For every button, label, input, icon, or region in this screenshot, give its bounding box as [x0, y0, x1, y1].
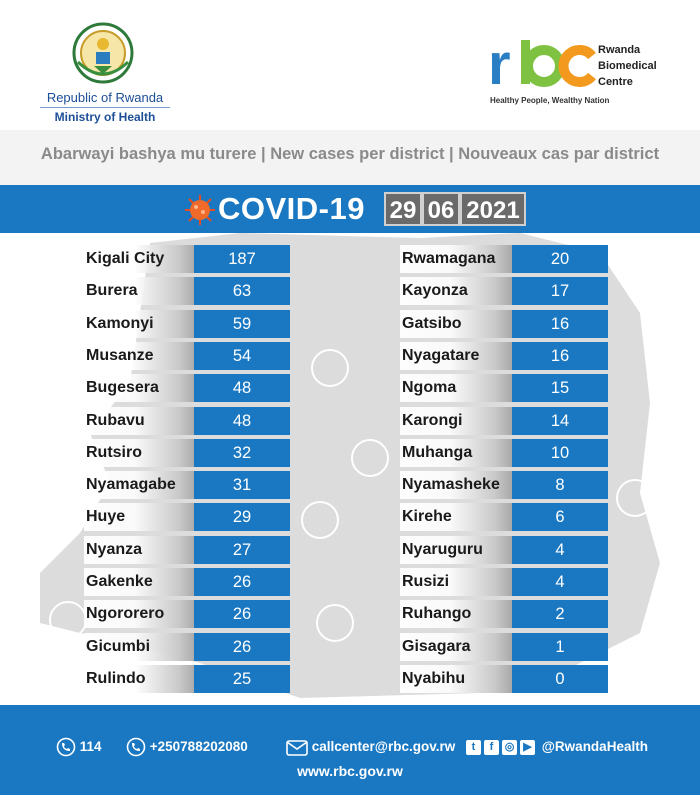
district-name: Ruhango [400, 600, 512, 629]
date-day: 29 [384, 192, 422, 226]
district-name: Nyamasheke [400, 471, 512, 500]
case-count: 16 [512, 309, 608, 338]
district-name: Burera [84, 277, 196, 306]
case-count: 31 [194, 471, 290, 500]
instagram-icon[interactable]: ◎ [502, 739, 517, 755]
district-name: Ngororero [84, 600, 196, 629]
email-link[interactable]: callcenter@rbc.gov.rw [286, 737, 455, 757]
district-name: Nyanza [84, 535, 196, 564]
district-name: Kirehe [400, 503, 512, 532]
district-name: Nyaruguru [400, 535, 512, 564]
header: Republic of Rwanda Ministry of Health r … [0, 0, 700, 130]
ministry-text: Ministry of Health [54, 110, 156, 124]
coat-of-arms-icon [72, 22, 134, 84]
facebook-icon[interactable]: f [484, 739, 499, 755]
case-count: 6 [512, 503, 608, 532]
case-count: 0 [512, 664, 608, 693]
district-name: Kayonza [400, 277, 512, 306]
district-name: Musanze [84, 341, 196, 370]
case-count: 16 [512, 341, 608, 370]
subtitle-band [0, 130, 700, 185]
case-count: 29 [194, 503, 290, 532]
case-count: 4 [512, 568, 608, 596]
district-name: Kamonyi [84, 309, 196, 338]
district-name: Kigali City [84, 245, 196, 273]
case-count: 63 [194, 277, 290, 306]
republic-text: Republic of Rwanda [40, 90, 170, 108]
district-name: Rutsiro [84, 438, 196, 467]
rbc-name: Rwanda Biomedical Centre [598, 42, 657, 90]
district-name: Nyamagabe [84, 471, 196, 500]
covid-title: COVID-19 [218, 191, 365, 226]
covid-banner [0, 185, 700, 233]
district-name: Gakenke [84, 568, 196, 596]
district-name: Karongi [400, 406, 512, 435]
date-month: 06 [422, 192, 460, 226]
subtitle: Abarwayi bashya mu turere | New cases pe… [40, 145, 660, 163]
social-handle: @RwandaHealth [541, 739, 648, 754]
phone-icon [126, 738, 146, 757]
rbc-name-line2: Biomedical [598, 60, 657, 72]
case-count: 20 [512, 245, 608, 273]
case-count: 14 [512, 406, 608, 435]
district-name: Gatsibo [400, 309, 512, 338]
email-icon [286, 740, 308, 757]
case-count: 17 [512, 277, 608, 306]
virus-icon [185, 195, 215, 225]
svg-text:r: r [488, 40, 511, 92]
case-count: 26 [194, 600, 290, 629]
ministry-label: Republic of Rwanda Ministry of Health [40, 90, 170, 124]
case-count: 48 [194, 406, 290, 435]
case-count: 27 [194, 535, 290, 564]
website-link[interactable]: www.rbc.gov.rw [297, 763, 403, 779]
case-count: 8 [512, 471, 608, 500]
district-name: Rubavu [84, 406, 196, 435]
district-name: Rwamagana [400, 245, 512, 273]
rbc-logo: r [488, 40, 596, 92]
rbc-slogan: Healthy People, Wealthy Nation [490, 96, 610, 105]
district-name: Muhanga [400, 438, 512, 467]
case-count: 1 [512, 632, 608, 661]
district-name: Rulindo [84, 664, 196, 693]
district-name: Nyabihu [400, 664, 512, 693]
phone-number[interactable]: +250788202080 [126, 737, 248, 757]
footer [0, 705, 700, 795]
district-name: Rusizi [400, 568, 512, 596]
case-count: 54 [194, 341, 290, 370]
case-count: 2 [512, 600, 608, 629]
district-name: Ngoma [400, 374, 512, 403]
rbc-name-line1: Rwanda [598, 44, 641, 56]
youtube-icon[interactable]: ▶ [520, 739, 535, 755]
case-count: 187 [194, 245, 290, 273]
case-count: 25 [194, 664, 290, 693]
phone-icon [56, 738, 76, 757]
district-name: Gicumbi [84, 632, 196, 661]
phone2-text: +250788202080 [149, 739, 248, 754]
case-count: 59 [194, 309, 290, 338]
twitter-icon[interactable]: t [466, 739, 481, 755]
case-count: 32 [194, 438, 290, 467]
phone-hotline[interactable]: 114 [56, 737, 102, 757]
rbc-name-line3: Centre [598, 76, 633, 88]
case-count: 26 [194, 632, 290, 661]
district-name: Huye [84, 503, 196, 532]
case-count: 15 [512, 374, 608, 403]
district-name: Gisagara [400, 632, 512, 661]
social-links[interactable]: t f ◎ ▶ @RwandaHealth [466, 737, 648, 757]
date-year: 2021 [460, 192, 526, 226]
email-text: callcenter@rbc.gov.rw [311, 739, 456, 754]
case-count: 48 [194, 374, 290, 403]
case-count: 10 [512, 438, 608, 467]
case-count: 26 [194, 568, 290, 596]
case-count: 4 [512, 535, 608, 564]
district-name: Bugesera [84, 374, 196, 403]
district-name: Nyagatare [400, 341, 512, 370]
phone1-text: 114 [79, 739, 102, 754]
